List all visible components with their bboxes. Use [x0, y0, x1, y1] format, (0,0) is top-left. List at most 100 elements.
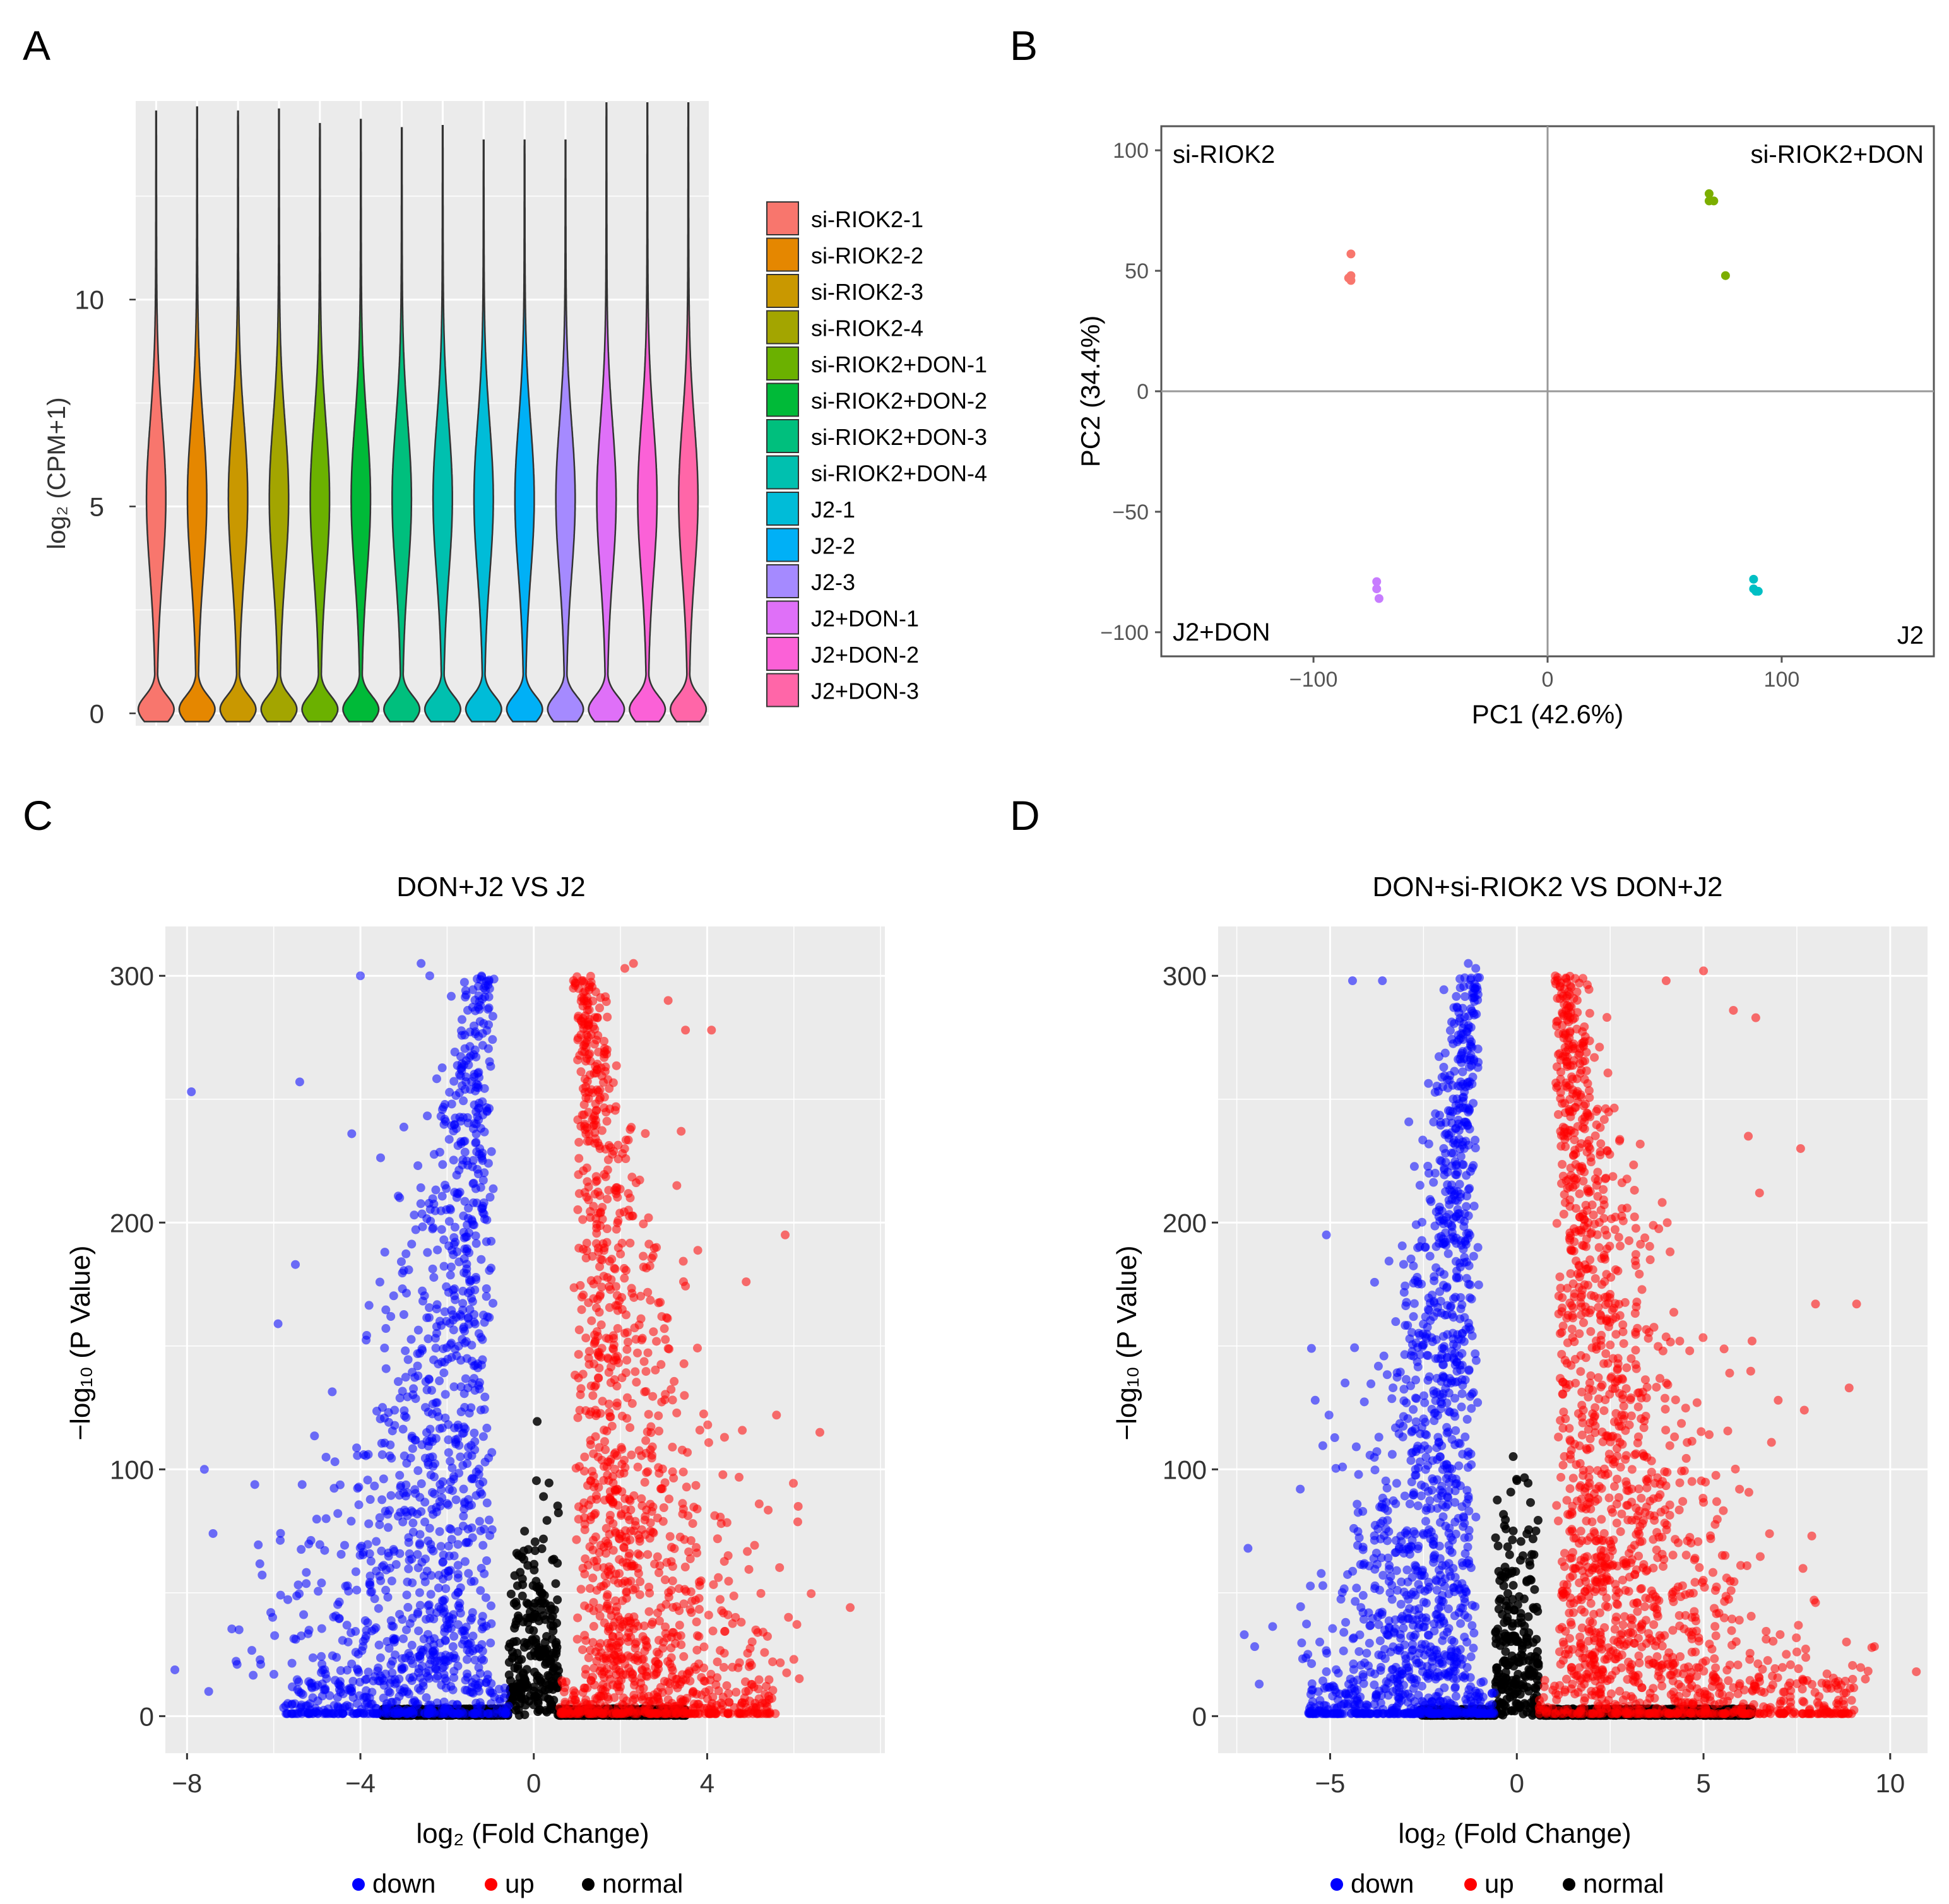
up-gene-point	[602, 1116, 612, 1126]
up-gene-point	[596, 1255, 605, 1264]
normal-gene-point	[510, 1623, 519, 1633]
down-gene-point	[429, 1510, 438, 1519]
down-gene-point	[476, 1586, 485, 1595]
down-gene-point	[409, 1384, 418, 1393]
down-gene-point	[364, 1301, 374, 1310]
down-gene-point	[417, 959, 426, 968]
up-gene-point	[684, 1511, 693, 1520]
normal-gene-point	[1516, 1537, 1525, 1546]
up-gene-point	[687, 1608, 696, 1617]
down-gene-point	[486, 1061, 495, 1071]
up-gene-point	[764, 1675, 774, 1684]
down-gene-point	[380, 1344, 389, 1353]
down-gene-point	[482, 1106, 492, 1115]
up-gene-point	[596, 1063, 606, 1073]
up-gene-point	[605, 1282, 614, 1291]
down-gene-point	[477, 1709, 487, 1718]
down-gene-point	[378, 1403, 388, 1412]
down-gene-point	[366, 1556, 376, 1566]
up-gene-point	[575, 1405, 584, 1415]
down-gene-point	[422, 1566, 432, 1576]
down-gene-point	[480, 1569, 489, 1578]
down-gene-point	[430, 1646, 439, 1655]
down-gene-point	[376, 1414, 385, 1424]
up-gene-point	[713, 1534, 722, 1544]
down-gene-point	[424, 1601, 433, 1611]
up-gene-point	[601, 1579, 611, 1588]
down-gene-point	[411, 1225, 420, 1234]
down-gene-point	[471, 1239, 481, 1248]
up-gene-point	[595, 1548, 604, 1558]
up-gene-point	[578, 1369, 588, 1379]
down-gene-point	[416, 1183, 425, 1193]
up-gene-point	[612, 1401, 622, 1410]
up-gene-point	[591, 1106, 601, 1115]
up-gene-point	[689, 1687, 698, 1696]
down-gene-point	[384, 1523, 393, 1532]
up-gene-point	[665, 1532, 675, 1541]
up-gene-point	[569, 1686, 578, 1696]
down-gene-point	[232, 1657, 241, 1666]
legend-down-label: down	[372, 1869, 435, 1898]
down-gene-point	[432, 1300, 442, 1310]
down-gene-point	[351, 1567, 360, 1576]
up-gene-point	[776, 1658, 785, 1667]
down-gene-point	[432, 1074, 441, 1084]
down-gene-point	[480, 1214, 489, 1224]
up-gene-point	[639, 1357, 649, 1366]
down-gene-point	[423, 1111, 432, 1121]
down-gene-point	[468, 1379, 477, 1388]
down-gene-point	[456, 1382, 466, 1392]
up-gene-point	[720, 1433, 729, 1442]
up-gene-point	[592, 1327, 601, 1336]
down-gene-point	[444, 1217, 454, 1226]
up-gene-point	[638, 1695, 648, 1705]
up-gene-point	[738, 1426, 747, 1435]
up-gene-point	[694, 1605, 704, 1614]
up-gene-point	[580, 1040, 589, 1050]
down-gene-point	[426, 1590, 435, 1599]
down-gene-point	[487, 1236, 496, 1246]
down-gene-point	[460, 1197, 470, 1206]
down-gene-point	[425, 1614, 435, 1623]
up-gene-point	[583, 1000, 592, 1010]
up-gene-point	[589, 1471, 598, 1481]
up-gene-point	[768, 1686, 778, 1695]
down-gene-point	[317, 1624, 326, 1633]
down-gene-point	[408, 1518, 418, 1528]
down-gene-point	[486, 1601, 495, 1611]
down-gene-point	[449, 1551, 459, 1561]
up-gene-point	[756, 1588, 766, 1598]
down-gene-point	[410, 1210, 419, 1220]
down-gene-point	[408, 1698, 418, 1707]
down-gene-point	[256, 1660, 266, 1669]
normal-gene-point	[509, 1599, 519, 1608]
down-gene-point	[362, 1330, 371, 1340]
up-gene-point	[690, 1709, 700, 1718]
down-gene-point	[234, 1625, 244, 1635]
down-gene-point	[295, 1589, 304, 1599]
down-gene-point	[413, 1325, 423, 1335]
down-gene-point	[441, 1636, 450, 1645]
up-gene-point	[657, 1397, 666, 1407]
down-gene-point	[398, 1615, 407, 1624]
down-gene-point	[377, 1450, 387, 1459]
up-gene-point	[677, 1126, 686, 1136]
down-gene-point	[481, 1593, 490, 1602]
normal-gene-point	[553, 1501, 562, 1511]
down-gene-point	[447, 1099, 456, 1109]
normal-gene-point	[517, 1552, 526, 1562]
down-gene-point	[404, 1538, 413, 1547]
up-gene-point	[592, 1220, 601, 1229]
down-gene-point	[455, 1070, 465, 1079]
normal-gene-point	[533, 1676, 542, 1685]
down-gene-point	[386, 1440, 395, 1450]
down-gene-point	[437, 1191, 447, 1201]
down-gene-point	[439, 1550, 448, 1559]
up-gene-point	[627, 1450, 636, 1460]
down-gene-point	[482, 1284, 491, 1294]
down-gene-point	[408, 1709, 418, 1718]
down-gene-point	[482, 1423, 492, 1433]
legend-label-J2-1: J2-1	[811, 497, 855, 523]
up-gene-point	[649, 1243, 659, 1253]
